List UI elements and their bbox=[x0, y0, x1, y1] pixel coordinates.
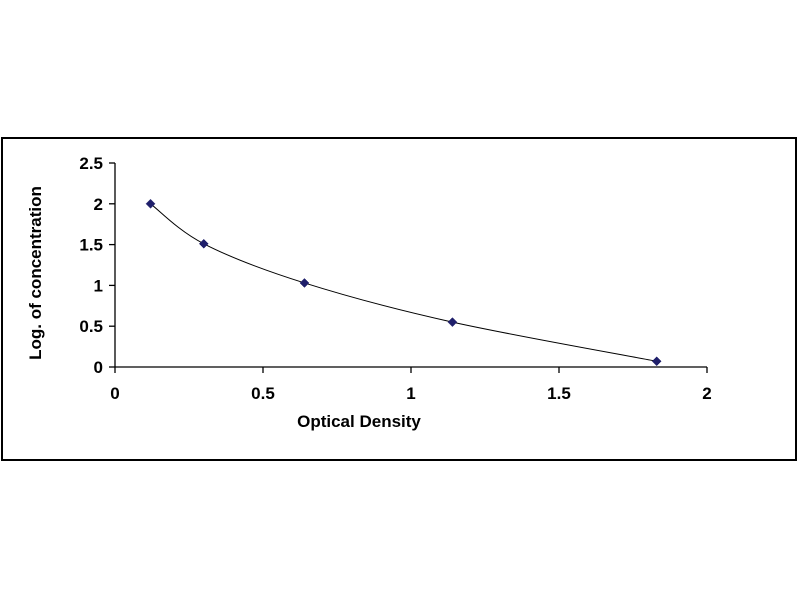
trend-curve bbox=[150, 203, 657, 362]
x-tick-label: 0.5 bbox=[251, 384, 275, 403]
y-tick-label: 1 bbox=[94, 276, 103, 295]
chart-plot: 0 0.5 1 1.5 2 0 0.5 1 1.5 2 2.5 Optical Density L… bbox=[26, 154, 712, 431]
x-tick-label: 1 bbox=[406, 384, 415, 403]
data-points-layer bbox=[145, 198, 662, 367]
data-point bbox=[145, 198, 156, 209]
x-tick-label: 2 bbox=[702, 384, 711, 403]
y-tick-labels: 0 0.5 1 1.5 2 2.5 bbox=[79, 154, 103, 377]
data-point bbox=[447, 317, 458, 327]
data-point bbox=[299, 278, 310, 288]
data-point bbox=[651, 356, 662, 367]
axes bbox=[109, 162, 708, 373]
data-point bbox=[198, 238, 209, 249]
y-tick-label: 0.5 bbox=[79, 317, 103, 336]
chart-frame: 0 0.5 1 1.5 2 0 0.5 1 1.5 2 2.5 Optical Density L… bbox=[1, 137, 797, 461]
x-axis-title: Optical Density bbox=[297, 412, 421, 431]
x-tick-labels: 0 0.5 1 1.5 2 bbox=[110, 384, 711, 403]
y-axis-title: Log. of concentration bbox=[26, 186, 45, 360]
x-tick-label: 1.5 bbox=[547, 384, 571, 403]
y-tick-label: 2 bbox=[94, 195, 103, 214]
trend-curve-layer bbox=[150, 203, 657, 362]
y-tick-label: 2.5 bbox=[79, 154, 103, 173]
x-tick-label: 0 bbox=[110, 384, 119, 403]
y-tick-label: 1.5 bbox=[79, 236, 103, 255]
y-tick-label: 0 bbox=[94, 358, 103, 377]
